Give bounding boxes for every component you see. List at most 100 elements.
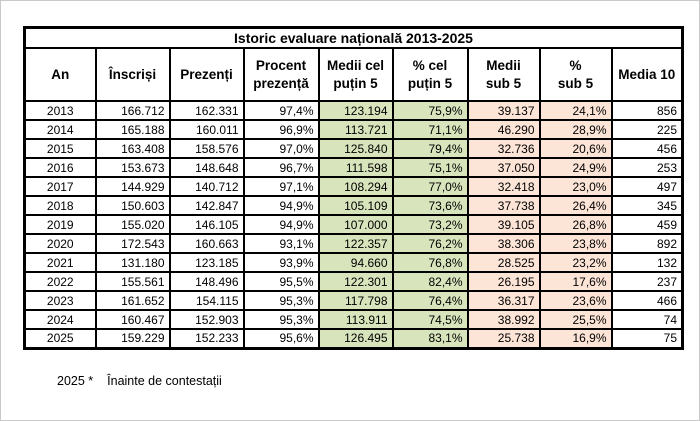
value-cell: 95,3% bbox=[242, 290, 320, 311]
value-cell: 122.357 bbox=[317, 233, 394, 254]
value-cell: 93,9% bbox=[242, 252, 320, 273]
value-cell: 95,3% bbox=[242, 309, 320, 330]
value-cell: 497 bbox=[610, 176, 684, 197]
value-cell: 159.229 bbox=[94, 328, 171, 349]
value-cell: 75,1% bbox=[391, 157, 469, 178]
value-cell: 856 bbox=[610, 100, 684, 121]
value-cell: 237 bbox=[610, 271, 684, 292]
value-cell: 82,4% bbox=[391, 271, 469, 292]
year-cell: 2025 bbox=[23, 328, 97, 349]
footnote: 2025 * Înainte de contestații bbox=[57, 374, 222, 388]
value-cell: 140.712 bbox=[168, 176, 245, 197]
value-cell: 32.736 bbox=[466, 138, 541, 159]
value-cell: 76,4% bbox=[391, 290, 469, 311]
value-cell: 38.306 bbox=[466, 233, 541, 254]
value-cell: 20,6% bbox=[538, 138, 613, 159]
value-cell: 158.576 bbox=[168, 138, 245, 159]
value-cell: 94,9% bbox=[242, 195, 320, 216]
column-header: % sub 5 bbox=[538, 47, 613, 102]
table-row: 2022 155.561 148.496 95,5% 122.301 82,4% 26.19… bbox=[23, 271, 684, 292]
value-cell: 73,6% bbox=[391, 195, 469, 216]
value-cell: 28,9% bbox=[538, 119, 613, 140]
value-cell: 28.525 bbox=[466, 252, 541, 273]
year-cell: 2022 bbox=[23, 271, 97, 292]
value-cell: 126.495 bbox=[317, 328, 394, 349]
year-cell: 2017 bbox=[23, 176, 97, 197]
value-cell: 39.137 bbox=[466, 100, 541, 121]
column-header: An bbox=[23, 47, 97, 102]
table-row: 2024 160.467 152.903 95,3% 113.911 74,5% 38.99… bbox=[23, 309, 684, 330]
table-title-row: Istoric evaluare națională 2013-2025 bbox=[23, 26, 684, 49]
value-cell: 146.105 bbox=[168, 214, 245, 235]
column-header: Media 10 bbox=[610, 47, 684, 102]
value-cell: 345 bbox=[610, 195, 684, 216]
footnote-marker: 2025 * bbox=[57, 374, 94, 388]
value-cell: 95,5% bbox=[242, 271, 320, 292]
column-header: Medii cel puțin 5 bbox=[317, 47, 394, 102]
table-row: 2016 153.673 148.648 96,7% 111.598 75,1% 37.05… bbox=[23, 157, 684, 178]
value-cell: 94,9% bbox=[242, 214, 320, 235]
value-cell: 125.840 bbox=[317, 138, 394, 159]
value-cell: 142.847 bbox=[168, 195, 245, 216]
table-row: 2014 165.188 160.011 96,9% 113.721 71,1% 46.29… bbox=[23, 119, 684, 140]
value-cell: 160.467 bbox=[94, 309, 171, 330]
column-header: % cel puțin 5 bbox=[391, 47, 469, 102]
value-cell: 152.903 bbox=[168, 309, 245, 330]
value-cell: 23,6% bbox=[538, 290, 613, 311]
year-cell: 2013 bbox=[23, 100, 97, 121]
table-row: 2023 161.652 154.115 95,3% 117.798 76,4% 36.31… bbox=[23, 290, 684, 311]
header-row: An Înscriși Prezenți Procent prezență Medii … bbox=[23, 47, 684, 102]
value-cell: 97,0% bbox=[242, 138, 320, 159]
value-cell: 162.331 bbox=[168, 100, 245, 121]
year-cell: 2014 bbox=[23, 119, 97, 140]
value-cell: 155.561 bbox=[94, 271, 171, 292]
year-cell: 2023 bbox=[23, 290, 97, 311]
value-cell: 155.020 bbox=[94, 214, 171, 235]
results-table: Istoric evaluare națională 2013-2025 An Î… bbox=[23, 26, 685, 350]
value-cell: 46.290 bbox=[466, 119, 541, 140]
value-cell: 108.294 bbox=[317, 176, 394, 197]
column-header: Procent prezență bbox=[242, 47, 320, 102]
value-cell: 172.543 bbox=[94, 233, 171, 254]
year-cell: 2020 bbox=[23, 233, 97, 254]
value-cell: 96,7% bbox=[242, 157, 320, 178]
value-cell: 122.301 bbox=[317, 271, 394, 292]
value-cell: 75 bbox=[610, 328, 684, 349]
value-cell: 113.721 bbox=[317, 119, 394, 140]
value-cell: 26,4% bbox=[538, 195, 613, 216]
value-cell: 132 bbox=[610, 252, 684, 273]
value-cell: 144.929 bbox=[94, 176, 171, 197]
value-cell: 97,4% bbox=[242, 100, 320, 121]
value-cell: 466 bbox=[610, 290, 684, 311]
value-cell: 93,1% bbox=[242, 233, 320, 254]
value-cell: 131.180 bbox=[94, 252, 171, 273]
value-cell: 16,9% bbox=[538, 328, 613, 349]
value-cell: 37.050 bbox=[466, 157, 541, 178]
table-row: 2021 131.180 123.185 93,9% 94.660 76,8% 28.525… bbox=[23, 252, 684, 273]
value-cell: 225 bbox=[610, 119, 684, 140]
value-cell: 76,8% bbox=[391, 252, 469, 273]
value-cell: 77,0% bbox=[391, 176, 469, 197]
value-cell: 96,9% bbox=[242, 119, 320, 140]
value-cell: 892 bbox=[610, 233, 684, 254]
value-cell: 17,6% bbox=[538, 271, 613, 292]
value-cell: 165.188 bbox=[94, 119, 171, 140]
value-cell: 37.738 bbox=[466, 195, 541, 216]
value-cell: 456 bbox=[610, 138, 684, 159]
value-cell: 161.652 bbox=[94, 290, 171, 311]
year-cell: 2018 bbox=[23, 195, 97, 216]
year-cell: 2024 bbox=[23, 309, 97, 330]
table-title: Istoric evaluare națională 2013-2025 bbox=[23, 26, 684, 49]
value-cell: 97,1% bbox=[242, 176, 320, 197]
value-cell: 25,5% bbox=[538, 309, 613, 330]
column-header: Medii sub 5 bbox=[466, 47, 541, 102]
value-cell: 26.195 bbox=[466, 271, 541, 292]
value-cell: 105.109 bbox=[317, 195, 394, 216]
value-cell: 36.317 bbox=[466, 290, 541, 311]
value-cell: 23,2% bbox=[538, 252, 613, 273]
value-cell: 76,2% bbox=[391, 233, 469, 254]
value-cell: 24,9% bbox=[538, 157, 613, 178]
results-table-container: Istoric evaluare națională 2013-2025 An Î… bbox=[23, 26, 685, 350]
value-cell: 71,1% bbox=[391, 119, 469, 140]
